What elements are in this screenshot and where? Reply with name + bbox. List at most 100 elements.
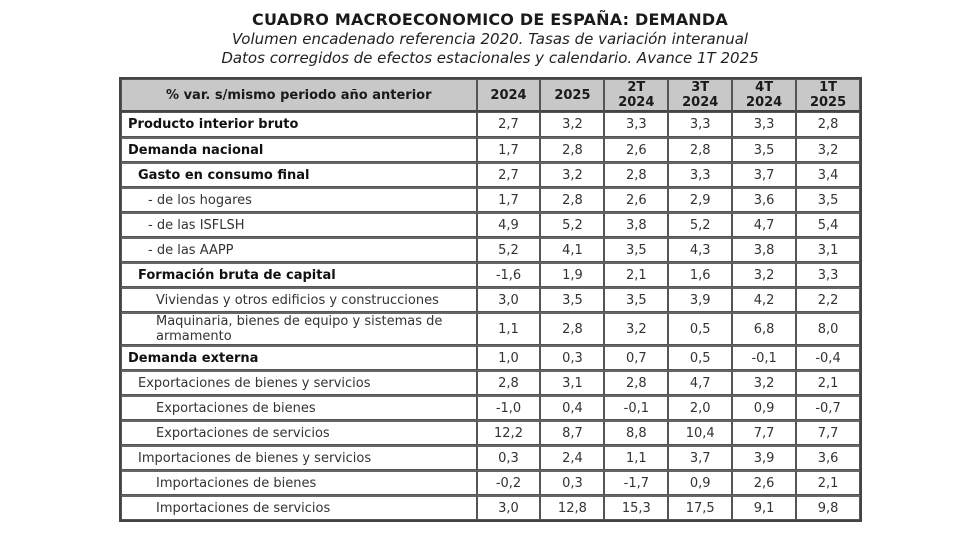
cell-value: 12,8 — [540, 495, 605, 520]
subtitle-2: Datos corregidos de efectos estacionales… — [221, 49, 759, 67]
column-header: 2T 2024 — [604, 79, 669, 112]
cell-value: 2,8 — [604, 162, 669, 187]
cell-value: 10,4 — [668, 420, 733, 445]
cell-value: 5,2 — [668, 212, 733, 237]
cell-value: -1,6 — [476, 262, 541, 287]
cell-value: 1,6 — [668, 262, 733, 287]
cell-value: 5,2 — [476, 237, 541, 262]
cell-value: -0,1 — [604, 395, 669, 420]
cell-value: 5,4 — [796, 212, 860, 237]
cell-value: 0,5 — [668, 345, 733, 370]
cell-value: 2,8 — [668, 137, 733, 162]
cell-value: 3,3 — [732, 112, 797, 137]
column-header: % var. s/mismo periodo año anterior — [121, 79, 477, 112]
cell-value: 2,1 — [604, 262, 669, 287]
cell-value: 7,7 — [796, 420, 860, 445]
cell-value: 3,5 — [796, 187, 860, 212]
row-label: Importaciones de bienes — [121, 470, 477, 495]
table-row: Formación bruta de capital -1,6 1,9 2,1 1,6 3… — [121, 262, 860, 287]
cell-value: 3,7 — [732, 162, 797, 187]
cell-value: 3,1 — [540, 370, 605, 395]
table-row: Importaciones de servicios 3,0 12,8 15,3 17,… — [121, 495, 860, 520]
cell-value: 2,8 — [796, 112, 860, 137]
cell-value: 3,9 — [732, 445, 797, 470]
cell-value: 2,2 — [796, 287, 860, 312]
cell-value: 2,8 — [540, 312, 605, 345]
table-row: Maquinaria, bienes de equipo y sistemas … — [121, 312, 860, 345]
cell-value: 3,3 — [604, 112, 669, 137]
table-row: - de las AAPP 5,2 4,1 3,5 4,3 3,8 3,1 — [121, 237, 860, 262]
row-label: - de los hogares — [121, 187, 477, 212]
cell-value: 1,1 — [604, 445, 669, 470]
cell-value: 3,9 — [668, 287, 733, 312]
row-label: Formación bruta de capital — [121, 262, 477, 287]
cell-value: 1,7 — [476, 187, 541, 212]
cell-value: 2,1 — [796, 470, 860, 495]
cell-value: 2,0 — [668, 395, 733, 420]
cell-value: 3,7 — [668, 445, 733, 470]
cell-value: -1,7 — [604, 470, 669, 495]
column-header: 3T 2024 — [668, 79, 733, 112]
cell-value: 2,8 — [540, 137, 605, 162]
column-header: 2025 — [540, 79, 605, 112]
cell-value: 4,2 — [732, 287, 797, 312]
cell-value: 3,5 — [732, 137, 797, 162]
cell-value: 3,6 — [796, 445, 860, 470]
cell-value: 12,2 — [476, 420, 541, 445]
row-label: Demanda nacional — [121, 137, 477, 162]
cell-value: 3,3 — [668, 112, 733, 137]
table-row: Exportaciones de bienes -1,0 0,4 -0,1 2,0 0,9… — [121, 395, 860, 420]
cell-value: 3,6 — [732, 187, 797, 212]
column-header: 1T 2025 — [796, 79, 860, 112]
cell-value: 2,6 — [604, 187, 669, 212]
cell-value: 2,4 — [540, 445, 605, 470]
cell-value: 7,7 — [732, 420, 797, 445]
cell-value: 1,7 — [476, 137, 541, 162]
cell-value: 3,1 — [796, 237, 860, 262]
column-header: 2024 — [476, 79, 541, 112]
cell-value: 4,7 — [668, 370, 733, 395]
table-row: - de las ISFLSH 4,9 5,2 3,8 5,2 4,7 5,4 — [121, 212, 860, 237]
cell-value: 3,2 — [732, 262, 797, 287]
table-row: - de los hogares 1,7 2,8 2,6 2,9 3,6 3,5 — [121, 187, 860, 212]
cell-value: 3,8 — [604, 212, 669, 237]
cell-value: 2,8 — [604, 370, 669, 395]
cell-value: 2,1 — [796, 370, 860, 395]
cell-value: 4,3 — [668, 237, 733, 262]
cell-value: 3,2 — [604, 312, 669, 345]
cell-value: -0,1 — [732, 345, 797, 370]
cell-value: 4,1 — [540, 237, 605, 262]
cell-value: -0,4 — [796, 345, 860, 370]
cell-value: 3,3 — [796, 262, 860, 287]
table-row: Viviendas y otros edificios y construcci… — [121, 287, 860, 312]
table-row: Importaciones de bienes -0,2 0,3 -1,7 0,9 2,6… — [121, 470, 860, 495]
table-row: Exportaciones de bienes y servicios 2,8 3,… — [121, 370, 860, 395]
titles: CUADRO MACROECONOMICO DE ESPAÑA: DEMANDA… — [0, 10, 980, 68]
column-header: 4T 2024 — [732, 79, 797, 112]
cell-value: 3,5 — [604, 237, 669, 262]
table-row: Exportaciones de servicios 12,2 8,7 8,8 10,4… — [121, 420, 860, 445]
cell-value: 2,8 — [476, 370, 541, 395]
cell-value: -1,0 — [476, 395, 541, 420]
cell-value: 0,3 — [476, 445, 541, 470]
cell-value: 0,9 — [668, 470, 733, 495]
cell-value: 3,5 — [604, 287, 669, 312]
cell-value: 15,3 — [604, 495, 669, 520]
row-label: Gasto en consumo final — [121, 162, 477, 187]
table-row: Importaciones de bienes y servicios 0,3 2,… — [121, 445, 860, 470]
cell-value: 2,7 — [476, 162, 541, 187]
cell-value: 2,6 — [604, 137, 669, 162]
table-row: Demanda nacional 1,7 2,8 2,6 2,8 3,5 3,2 — [121, 137, 860, 162]
cell-value: 3,3 — [668, 162, 733, 187]
cell-value: 1,1 — [476, 312, 541, 345]
cell-value: 0,5 — [668, 312, 733, 345]
cell-value: 2,8 — [540, 187, 605, 212]
row-label: Exportaciones de bienes — [121, 395, 477, 420]
cell-value: 1,9 — [540, 262, 605, 287]
cell-value: -0,2 — [476, 470, 541, 495]
cell-value: 3,2 — [540, 112, 605, 137]
cell-value: 3,0 — [476, 495, 541, 520]
cell-value: 3,2 — [732, 370, 797, 395]
cell-value: 0,3 — [540, 470, 605, 495]
row-label: Producto interior bruto — [121, 112, 477, 137]
